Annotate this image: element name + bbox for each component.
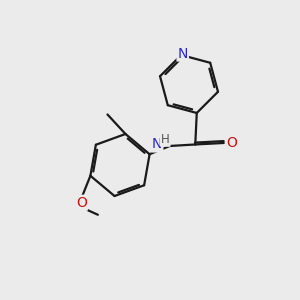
Text: O: O (227, 136, 238, 150)
Text: H: H (161, 133, 170, 146)
Text: N: N (152, 137, 162, 152)
Text: O: O (76, 196, 87, 210)
Text: N: N (178, 46, 188, 61)
